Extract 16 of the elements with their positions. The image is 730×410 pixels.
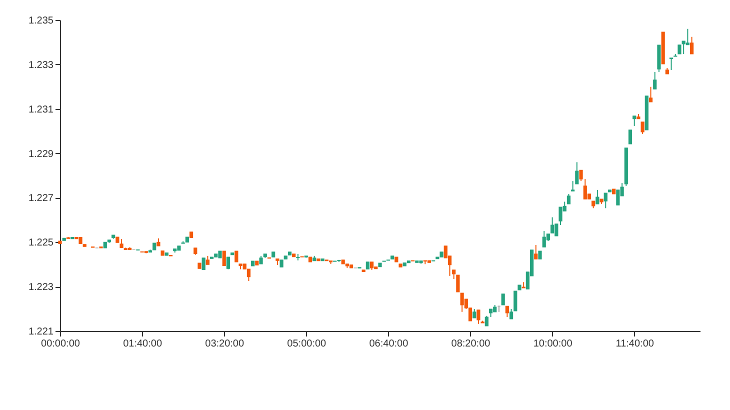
y-tick-label: 1.223 — [28, 282, 54, 294]
x-tick-label: 00:00:00 — [41, 338, 80, 350]
y-tick-label: 1.221 — [28, 326, 54, 338]
x-tick-label: 10:00:00 — [533, 338, 573, 350]
y-tick-label: 1.227 — [28, 193, 54, 204]
y-tick-label: 1.225 — [28, 238, 54, 249]
x-tick-label: 06:40:00 — [369, 338, 409, 350]
x-tick-label: 11:40:00 — [616, 338, 654, 350]
x-tick-label: 05:00:00 — [287, 338, 327, 350]
x-tick-label: 03:20:00 — [205, 338, 244, 350]
x-tick-label: 01:40:00 — [123, 338, 162, 350]
x-tick-label: 08:20:00 — [451, 338, 491, 350]
y-tick-label: 1.235 — [28, 16, 54, 26]
y-tick-label: 1.233 — [28, 60, 54, 71]
y-tick-label: 1.231 — [28, 104, 54, 116]
y-tick-label: 1.229 — [28, 148, 54, 160]
